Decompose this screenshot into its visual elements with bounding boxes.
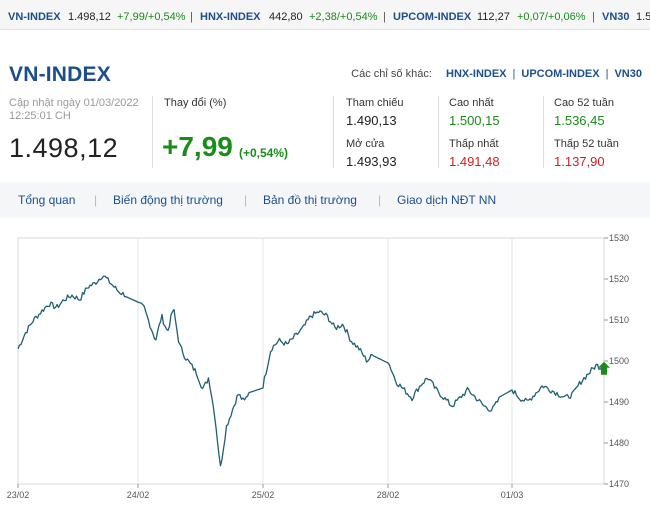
tab-market-movement[interactable]: Biến động thị trường [113, 193, 223, 207]
page-title: VN-INDEX [9, 63, 111, 86]
index-price: 1.498,12 [9, 133, 119, 163]
x-tick-label: 28/02 [377, 490, 400, 500]
tab-market-map[interactable]: Bản đồ thị trường [263, 193, 357, 207]
change-label: Thay đổi (%) [164, 97, 227, 109]
nav-separator: | [378, 193, 382, 207]
divider [543, 96, 544, 168]
ticker-hnxindex-name[interactable]: HNX-INDEX [200, 11, 261, 23]
ticker-upcom-name[interactable]: UPCOM-INDEX [393, 11, 472, 23]
ref-value: 1.490,13 [346, 113, 397, 128]
ticker-vn30-value: 1.5 [636, 11, 650, 23]
vnindex-line [17, 275, 604, 467]
other-indices: Các chỉ số khác: HNX-INDEX | UPCOM-INDEX | V… [351, 68, 642, 80]
open-value: 1.493,93 [346, 154, 397, 169]
x-tick-label: 23/02 [7, 490, 30, 500]
ticker-vn30-name[interactable]: VN30 [602, 11, 630, 23]
high-value: 1.500,15 [449, 113, 500, 128]
link-separator: | [512, 68, 516, 80]
x-tick-label: 24/02 [127, 490, 150, 500]
tab-overview[interactable]: Tổng quan [18, 193, 76, 207]
divider [152, 96, 153, 168]
update-time: 12:25:01 CH [9, 110, 71, 122]
x-tick-label: 25/02 [252, 490, 275, 500]
high52-value: 1.536,45 [554, 113, 605, 128]
y-tick-label: 1530 [609, 233, 629, 243]
low52-value: 1.137,90 [554, 154, 605, 169]
low-label: Thấp nhất [449, 138, 499, 150]
up-arrow-icon [598, 361, 610, 375]
low52-label: Thấp 52 tuần [554, 138, 619, 150]
link-upcom-index[interactable]: UPCOM-INDEX [521, 68, 600, 80]
y-tick-label: 1520 [609, 274, 629, 284]
nav-separator: | [94, 193, 98, 207]
y-tick-label: 1470 [609, 479, 629, 489]
y-tick-label: 1480 [609, 438, 629, 448]
ticker-separator: | [592, 11, 595, 23]
nav-separator: | [244, 193, 248, 207]
plot-frame [17, 237, 605, 485]
divider [438, 96, 439, 168]
link-separator: | [605, 68, 609, 80]
ticker-bar: VN-INDEX 1.498,12 +7,99/+0,54% | HNX-IND… [0, 0, 650, 30]
y-tick-label: 1510 [609, 315, 629, 325]
chart-series [17, 275, 610, 467]
ticker-hnxindex-value: 442,80 [269, 11, 303, 23]
ticker-hnxindex-change: +2,38/+0,54% [309, 11, 378, 23]
ticker-vnindex-value: 1.498,12 [68, 11, 111, 23]
tab-foreign-trading[interactable]: Giao dịch NĐT NN [397, 193, 497, 207]
change-percent: (+0,54%) [239, 146, 289, 160]
y-axis: 1530 1520 1510 1500 1490 1480 1470 [604, 233, 629, 489]
ticker-vnindex-name[interactable]: VN-INDEX [8, 11, 61, 23]
y-tick-label: 1490 [609, 397, 629, 407]
other-indices-label: Các chỉ số khác: [351, 68, 432, 80]
chart-grid [17, 237, 605, 485]
sub-nav: Tổng quan | Biến động thị trường | Bản đ… [0, 182, 650, 218]
update-info: Cập nhật ngày 01/03/2022 12:25:01 CH [9, 97, 139, 123]
y-tick-label: 1500 [609, 356, 629, 366]
low-value: 1.491,48 [449, 154, 500, 169]
x-tick-label: 01/03 [501, 490, 524, 500]
ticker-separator: | [190, 11, 193, 23]
ticker-upcom-value: 112,27 [477, 11, 510, 23]
high-label: Cao nhất [449, 97, 494, 109]
link-hnx-index[interactable]: HNX-INDEX [446, 68, 507, 80]
ticker-vnindex-change: +7,99/+0,54% [117, 11, 186, 23]
high52-label: Cao 52 tuần [554, 97, 614, 109]
change-value: +7,99 [162, 131, 233, 162]
ticker-separator: | [383, 11, 386, 23]
x-axis: 23/02 24/02 25/02 28/02 01/03 [7, 484, 524, 500]
ref-label: Tham chiếu [346, 97, 404, 109]
update-date: Cập nhật ngày 01/03/2022 [9, 97, 139, 109]
divider [333, 96, 334, 168]
open-label: Mở cửa [346, 138, 385, 150]
ticker-upcom-change: +0,07/+0,06% [517, 11, 586, 23]
link-vn30[interactable]: VN30 [614, 68, 642, 80]
